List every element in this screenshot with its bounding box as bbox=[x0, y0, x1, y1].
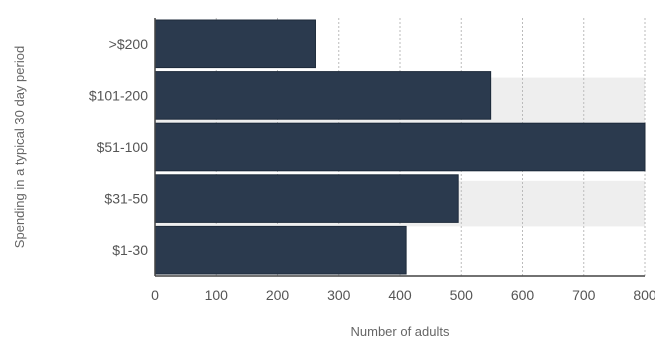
y-category-label: $31-50 bbox=[104, 191, 148, 207]
x-tick-label: 100 bbox=[205, 287, 229, 303]
bar bbox=[154, 19, 316, 69]
y-category-labels: >$200 $101-200 $51-100 $31-50 $1-30 bbox=[89, 36, 148, 258]
x-tick-label: 800 bbox=[633, 287, 655, 303]
y-axis-title: Spending in a typical 30 day period bbox=[12, 46, 27, 248]
y-category-label: $101-200 bbox=[89, 87, 148, 103]
y-category-label: >$200 bbox=[109, 36, 149, 52]
x-tick-label: 700 bbox=[572, 287, 596, 303]
axes bbox=[154, 18, 645, 277]
bar bbox=[154, 71, 492, 120]
bar bbox=[154, 122, 646, 172]
x-axis-title: Number of adults bbox=[351, 324, 450, 339]
bar bbox=[154, 174, 459, 223]
bar bbox=[154, 225, 407, 275]
x-tick-label: 200 bbox=[266, 287, 290, 303]
y-category-label: $1-30 bbox=[112, 242, 148, 258]
x-tick-label: 500 bbox=[450, 287, 474, 303]
bars bbox=[154, 19, 646, 275]
x-tick-label: 300 bbox=[327, 287, 351, 303]
x-tick-labels: 0 100 200 300 400 500 600 700 800 bbox=[151, 287, 655, 303]
y-category-label: $51-100 bbox=[97, 139, 149, 155]
x-tick-label: 0 bbox=[151, 287, 159, 303]
x-tick-label: 400 bbox=[388, 287, 412, 303]
x-tick-label: 600 bbox=[511, 287, 535, 303]
